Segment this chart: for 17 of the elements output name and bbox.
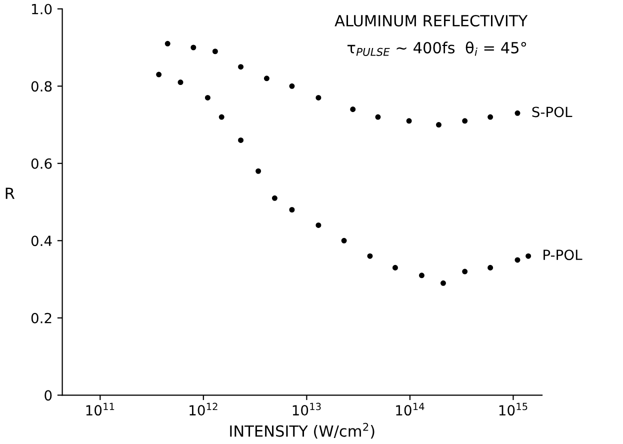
x-axis-title: INTENSITY (W/cm$^{2}$) xyxy=(230,422,374,439)
text: τ$_{PULSE}$ ~ 400fs θ$_{i}$ = 45° xyxy=(347,42,526,56)
x-tick-label: 10$^{15}$ xyxy=(499,402,528,416)
chart-title: ALUMINUM REFLECTIVITY xyxy=(334,14,528,26)
x-tick-label: 10$^{11}$ xyxy=(86,402,114,416)
x-tick-label: 10$^{13}$ xyxy=(292,402,321,416)
y-tick-label: 0.4 xyxy=(31,236,52,246)
y-tick-label: 0 xyxy=(44,390,52,401)
series-label: P-POL xyxy=(544,250,582,260)
x-tick-label: 10$^{14}$ xyxy=(396,402,424,416)
y-tick-label: 0.8 xyxy=(31,81,52,92)
series-label: S-POL xyxy=(532,106,572,118)
y-tick-label: 1.0 xyxy=(32,4,52,14)
x-tick-label: 10$^{12}$ xyxy=(190,402,218,416)
y-axis-title: R xyxy=(6,188,15,199)
y-tick-label: 0.2 xyxy=(31,312,52,324)
y-tick-label: 0.6 xyxy=(31,158,52,169)
